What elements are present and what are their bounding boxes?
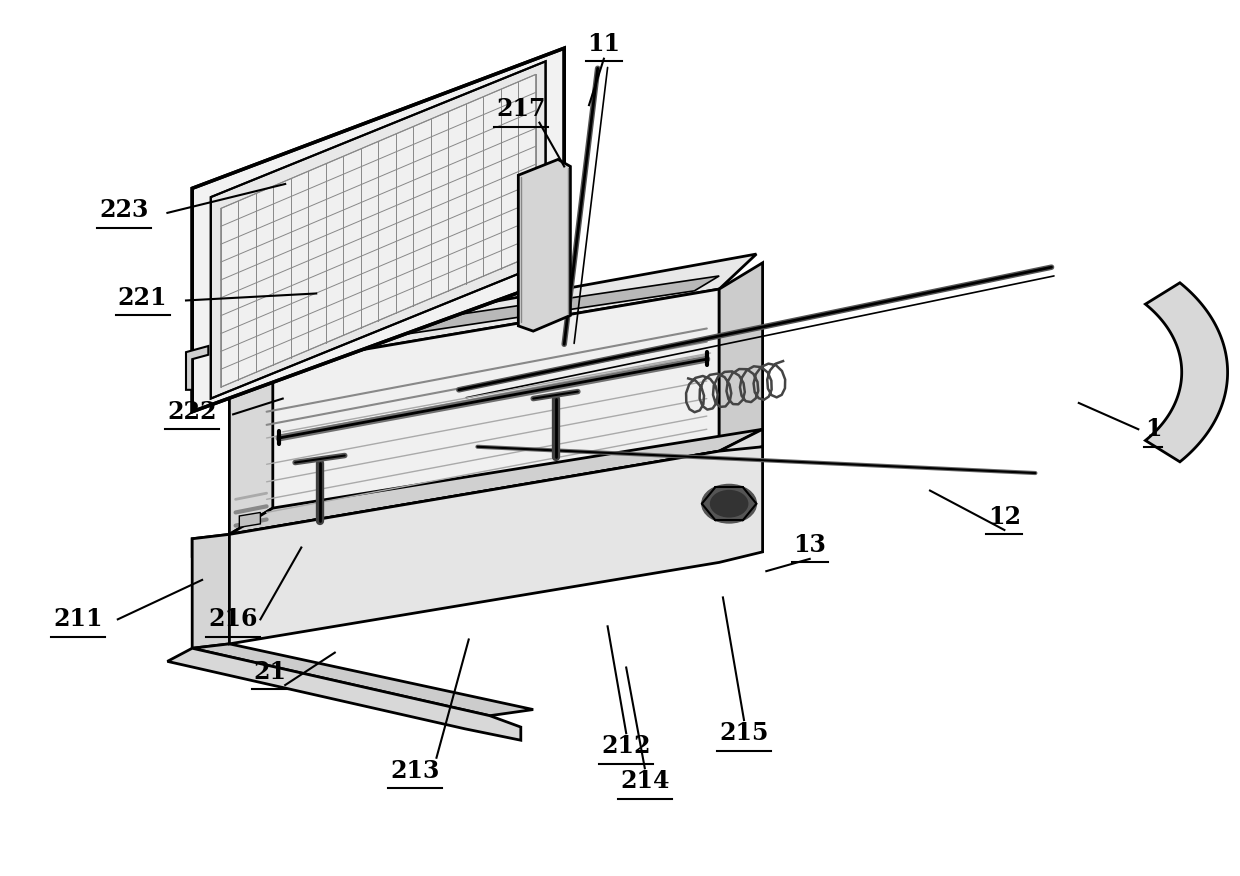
Text: 213: 213 <box>391 759 440 783</box>
Polygon shape <box>186 346 208 390</box>
Polygon shape <box>518 159 570 331</box>
Text: 13: 13 <box>794 533 826 557</box>
Polygon shape <box>229 429 763 534</box>
Text: 223: 223 <box>99 198 149 223</box>
Text: 12: 12 <box>988 505 1021 529</box>
Polygon shape <box>211 61 546 399</box>
Polygon shape <box>192 429 763 556</box>
Polygon shape <box>192 644 533 716</box>
Text: 214: 214 <box>620 769 670 794</box>
Text: 215: 215 <box>719 721 769 745</box>
Text: 1: 1 <box>1145 417 1162 442</box>
Polygon shape <box>167 648 521 740</box>
Polygon shape <box>298 276 719 350</box>
Text: 222: 222 <box>167 399 217 424</box>
Polygon shape <box>229 289 719 534</box>
Polygon shape <box>719 263 763 451</box>
Polygon shape <box>229 254 756 372</box>
Text: 216: 216 <box>208 607 258 632</box>
Polygon shape <box>192 534 229 648</box>
Text: 21: 21 <box>254 660 286 684</box>
Text: 221: 221 <box>118 286 167 310</box>
Circle shape <box>711 491 748 517</box>
Text: 11: 11 <box>588 32 620 56</box>
Polygon shape <box>229 447 763 644</box>
Text: 217: 217 <box>496 97 546 122</box>
Polygon shape <box>239 512 260 527</box>
Text: 212: 212 <box>601 734 651 759</box>
Polygon shape <box>221 74 536 387</box>
Polygon shape <box>1146 283 1228 462</box>
Circle shape <box>702 484 756 523</box>
Polygon shape <box>192 48 564 412</box>
Polygon shape <box>229 342 273 534</box>
Text: 211: 211 <box>53 607 103 632</box>
